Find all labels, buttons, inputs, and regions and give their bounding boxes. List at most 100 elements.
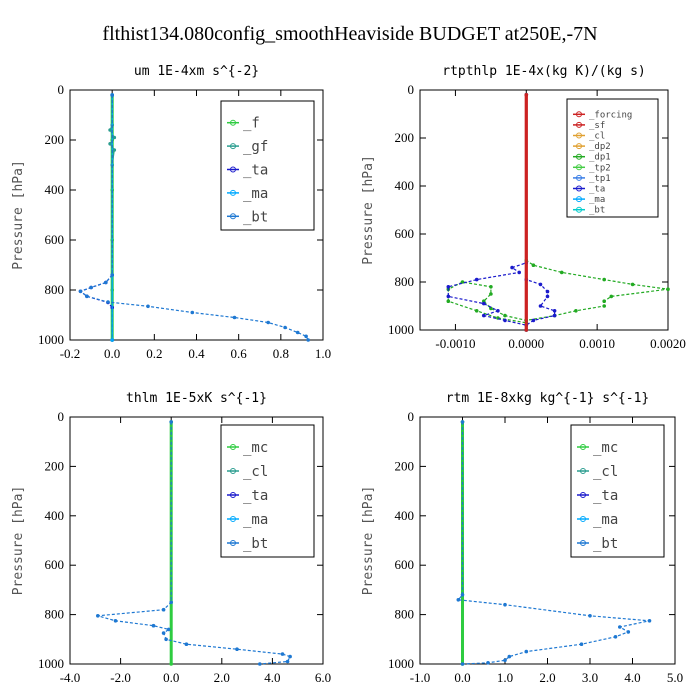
- data-point: [496, 309, 500, 313]
- y-tick-label: 0: [408, 82, 415, 97]
- legend: _mc _cl _ta _ma _bt: [570, 424, 665, 558]
- legend-label: _ta: [243, 163, 268, 179]
- panel-2: rtpthlp 1E-4x(kg K)/(kg s) Pressure [hPa]…: [361, 64, 686, 351]
- legend: _f _gf _ta _ma _bt: [220, 100, 315, 231]
- legend-marker: [230, 444, 236, 450]
- legend-box: [566, 98, 659, 218]
- y-tick-label: 0: [58, 409, 65, 424]
- y-tick-label: 800: [395, 274, 415, 289]
- y-tick-label: 200: [395, 458, 415, 473]
- data-point: [85, 294, 89, 299]
- data-point: [531, 263, 536, 268]
- panel-4: rtm 1E-8xkg kg^{-1} s^{-1} Pressure [hPa]…: [361, 391, 683, 685]
- data-point: [538, 304, 543, 308]
- data-point: [258, 662, 262, 666]
- panel-3: thlm 1E-5xK s^{-1} Pressure [hPa] 0 200 400 6…: [11, 391, 331, 685]
- x-tick-label: -0.2: [60, 346, 81, 361]
- legend-marker: [580, 444, 586, 450]
- data-point: [304, 334, 308, 339]
- data-point: [161, 607, 166, 612]
- data-point: [552, 313, 557, 318]
- data-point: [524, 328, 529, 332]
- legend-marker: [230, 540, 236, 546]
- data-point: [106, 300, 110, 304]
- legend-label: _ta: [593, 488, 618, 504]
- data-point: [164, 637, 168, 642]
- y-tick-label: 400: [395, 508, 415, 523]
- data-point: [503, 602, 507, 607]
- legend-label: _ta: [589, 185, 605, 195]
- data-point: [190, 310, 195, 315]
- legend-label: _bt: [589, 206, 605, 216]
- data-point: [626, 630, 631, 634]
- data-point: [613, 635, 618, 639]
- data-point: [545, 289, 550, 294]
- legend-marker: [576, 143, 582, 150]
- data-point: [266, 320, 271, 325]
- data-point: [78, 289, 83, 294]
- legend-marker: [576, 185, 582, 192]
- data-point: [169, 662, 173, 666]
- y-tick-label: 1000: [38, 656, 64, 671]
- x-tick-label: 0.0020: [650, 336, 686, 351]
- legend-label: _bt: [243, 536, 268, 552]
- x-tick-label: -4.0: [60, 670, 81, 685]
- panel-title: um 1E-4xm s^{-2}: [134, 64, 259, 79]
- x-tick-label: -1.0: [410, 670, 431, 685]
- data-point: [112, 135, 117, 140]
- data-point: [235, 647, 239, 651]
- data-point: [460, 420, 465, 424]
- data-point: [574, 309, 578, 313]
- y-tick-label: 1000: [38, 332, 64, 347]
- y-tick-label: 600: [395, 557, 415, 572]
- y-axis-label: Pressure [hPa]: [11, 486, 26, 596]
- y-tick-label: 200: [395, 130, 415, 145]
- x-tick-label: 1.0: [497, 670, 513, 685]
- y-tick-label: 800: [45, 282, 65, 297]
- x-tick-label: 0.6: [231, 346, 248, 361]
- plot-frame: [69, 416, 324, 665]
- data-point: [446, 285, 451, 289]
- data-point: [89, 285, 93, 290]
- data-point: [579, 642, 584, 646]
- y-tick-label: 0: [408, 409, 415, 424]
- legend-marker: [580, 468, 586, 474]
- y-tick-label: 600: [395, 226, 415, 241]
- legend-label: _sf: [589, 121, 605, 131]
- data-point: [517, 270, 521, 275]
- legend-label: _cl: [589, 132, 605, 142]
- legend: _mc _cl _ta _ma _bt: [220, 424, 315, 558]
- data-point: [507, 654, 512, 659]
- data-point: [446, 294, 451, 299]
- legend-marker: [576, 121, 582, 128]
- legend-marker: [230, 119, 236, 126]
- legend-label: _ma: [243, 512, 268, 528]
- x-tick-label: 0.8: [273, 346, 289, 361]
- legend-label: _cl: [243, 464, 268, 480]
- y-axis-label: Pressure [hPa]: [361, 155, 376, 265]
- data-point: [110, 273, 114, 277]
- legend-marker: [230, 166, 236, 173]
- legend: _forcing_sf_cl_dp2_dp1_tp2_tp1_ta_ma_bt: [566, 98, 659, 218]
- panel-title: thlm 1E-5xK s^{-1}: [126, 391, 267, 406]
- data-point: [110, 93, 114, 97]
- y-axis-label: Pressure [hPa]: [11, 160, 26, 270]
- data-point: [559, 270, 564, 275]
- figure-title: flthist134.080config_smoothHeaviside BUD…: [102, 23, 597, 45]
- legend-label: _bt: [243, 209, 268, 225]
- y-tick-label: 1000: [388, 656, 414, 671]
- legend-label: _cl: [593, 464, 618, 480]
- data-point: [112, 148, 117, 152]
- data-point: [602, 277, 606, 282]
- data-point: [545, 294, 550, 299]
- x-tick-label: 0.0: [454, 670, 470, 685]
- x-tick-label: -2.0: [110, 670, 131, 685]
- data-point: [524, 649, 529, 654]
- legend-label: _f: [243, 116, 260, 132]
- x-tick-label: 6.0: [315, 670, 331, 685]
- data-point: [588, 614, 592, 618]
- y-axis-label: Pressure [hPa]: [361, 486, 376, 596]
- data-point: [456, 598, 461, 602]
- legend-marker: [576, 174, 582, 181]
